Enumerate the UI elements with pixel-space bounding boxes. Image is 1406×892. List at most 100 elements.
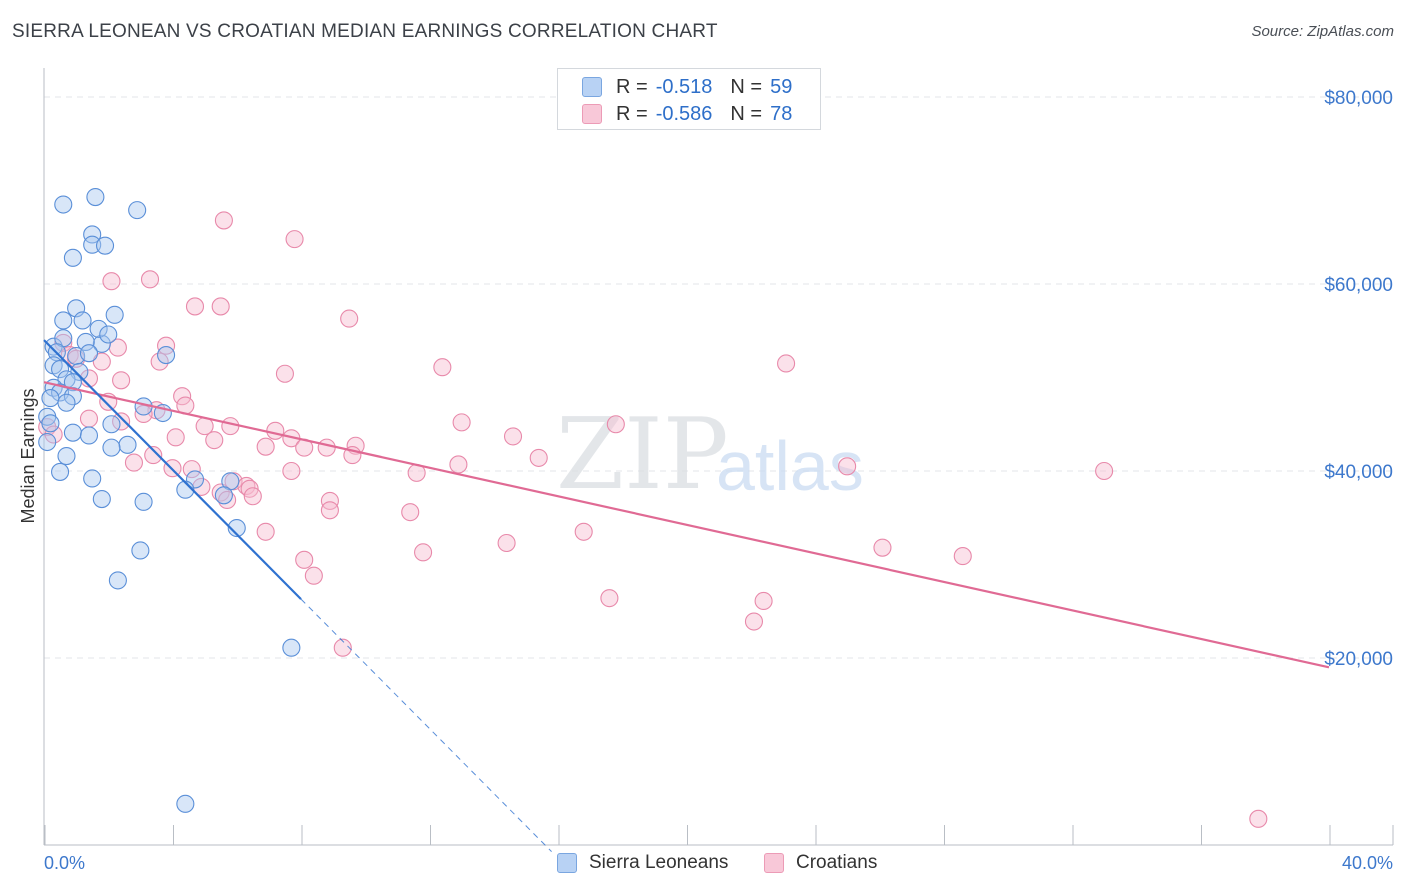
croatians-point (317, 438, 336, 457)
legend-swatch-blue (582, 77, 602, 97)
croatians-point (134, 404, 153, 424)
croatians-point (449, 455, 468, 474)
chart-title: SIERRA LEONEAN VS CROATIAN MEDIAN EARNIN… (12, 21, 718, 42)
sierra-leoneans-point (76, 332, 95, 352)
sierra-leoneans-point (57, 393, 76, 412)
croatians-point (503, 427, 523, 446)
sierra-leoneans-point (57, 446, 76, 466)
sierra-leoneans-point (131, 541, 150, 560)
croatians-point (320, 501, 339, 520)
croatians-point (102, 272, 121, 291)
croatians-point (205, 431, 224, 450)
sierra-leoneans-point (95, 236, 115, 255)
croatians-point (401, 503, 420, 522)
legend-r-label: R = (616, 75, 648, 98)
croatians-point (79, 409, 99, 428)
sierra-leoneans-point (102, 415, 121, 434)
sierra-leoneans-point (92, 334, 111, 353)
legend-item-croatians[interactable]: Croatians (764, 852, 877, 874)
sierra-leoneans-point (63, 248, 82, 267)
croatians-point (304, 566, 323, 585)
croatians-point (574, 522, 593, 541)
legend-r-value: -0.586 (655, 102, 713, 125)
croatians-point (185, 297, 205, 316)
sierra-leoneans-points (38, 187, 301, 813)
croatians-point (182, 460, 201, 479)
sierra-leoneans-point (83, 235, 102, 254)
croatians-point (1095, 461, 1114, 481)
croatians-point (953, 547, 972, 566)
trend-lines (43, 339, 1330, 852)
croatians-point (211, 297, 230, 316)
sierra-leoneans-point (79, 344, 99, 363)
legend-row-croatians: R = -0.586 N = 78 (582, 100, 792, 128)
croatians-point (112, 371, 131, 390)
sierra-leoneans-point (79, 426, 99, 445)
watermark: ZIP atlas (556, 398, 864, 512)
sierra-leoneans-point (102, 438, 121, 457)
sierra-leoneans-point (83, 469, 102, 488)
axes (43, 68, 1394, 846)
croatians-point (256, 522, 275, 541)
source-label: Source: ZipAtlas.com (1251, 23, 1394, 40)
sierra-leoneans-point (157, 346, 176, 365)
sierra-leoneans-trend-line (43, 339, 302, 600)
sierra-leoneans-point (128, 201, 147, 220)
legend-r-label: R = (616, 102, 648, 125)
croatians-point (873, 538, 892, 557)
sierra-leoneans-point (89, 319, 108, 338)
sierra-leoneans-point (134, 492, 153, 511)
croatians-point (140, 270, 160, 289)
croatians-point (838, 457, 857, 476)
y-axis-label: Median Earnings (18, 388, 38, 523)
croatians-point (1249, 809, 1268, 828)
croatians-point (275, 364, 294, 383)
legend-row-sierra-leoneans: R = -0.518 N = 59 (582, 73, 792, 101)
croatians-point (606, 415, 625, 434)
croatians-point (529, 448, 548, 467)
croatians-point (744, 612, 764, 631)
swatch-pink (764, 853, 784, 873)
croatians-point (295, 550, 314, 569)
watermark-atlas: atlas (716, 427, 864, 505)
sierra-leoneans-point (83, 225, 102, 244)
sierra-leoneans-trend-extension (300, 598, 552, 852)
legend-n-value: 78 (770, 102, 793, 125)
x-tick-label: 40.0% (1342, 853, 1393, 873)
legend-n-label: N = (730, 75, 763, 98)
y-tick-label: $60,000 (1324, 275, 1393, 296)
gridlines (44, 96, 1393, 659)
sierra-leoneans-point (51, 360, 70, 379)
watermark-zip: ZIP (556, 398, 729, 512)
croatians-point (157, 336, 176, 355)
sierra-leoneans-point (105, 305, 124, 324)
x-tick-labels: 0.0% 40.0% (44, 853, 1393, 873)
legend-r-value: -0.518 (655, 75, 713, 98)
croatians-point (285, 230, 304, 249)
series-legend: Sierra Leoneans Croatians (0, 852, 1406, 876)
croatians-point (266, 421, 285, 440)
croatians-point (452, 413, 471, 432)
croatians-point (92, 352, 111, 371)
croatians-point (243, 487, 262, 506)
croatians-point (414, 543, 433, 562)
y-tick-label: $20,000 (1324, 649, 1393, 670)
croatians-point (214, 211, 233, 230)
legend-n-value: 59 (770, 75, 793, 98)
correlation-legend: R = -0.518 N = 59 R = -0.586 N = 78 (557, 68, 821, 130)
croatians-point (282, 461, 301, 481)
y-tick-label: $40,000 (1324, 462, 1393, 483)
croatians-point (124, 453, 143, 472)
croatians-point (333, 638, 352, 657)
croatians-point (754, 591, 773, 611)
swatch-blue (557, 853, 577, 873)
sierra-leoneans-point (86, 187, 105, 207)
croatians-point (600, 589, 619, 608)
legend-item-sierra-leoneans[interactable]: Sierra Leoneans (557, 852, 728, 874)
croatians-point (221, 417, 240, 436)
sierra-leoneans-point (51, 462, 70, 481)
croatians-point (150, 352, 169, 371)
sierra-leoneans-point (118, 435, 137, 454)
sierra-leoneans-point (108, 571, 127, 590)
